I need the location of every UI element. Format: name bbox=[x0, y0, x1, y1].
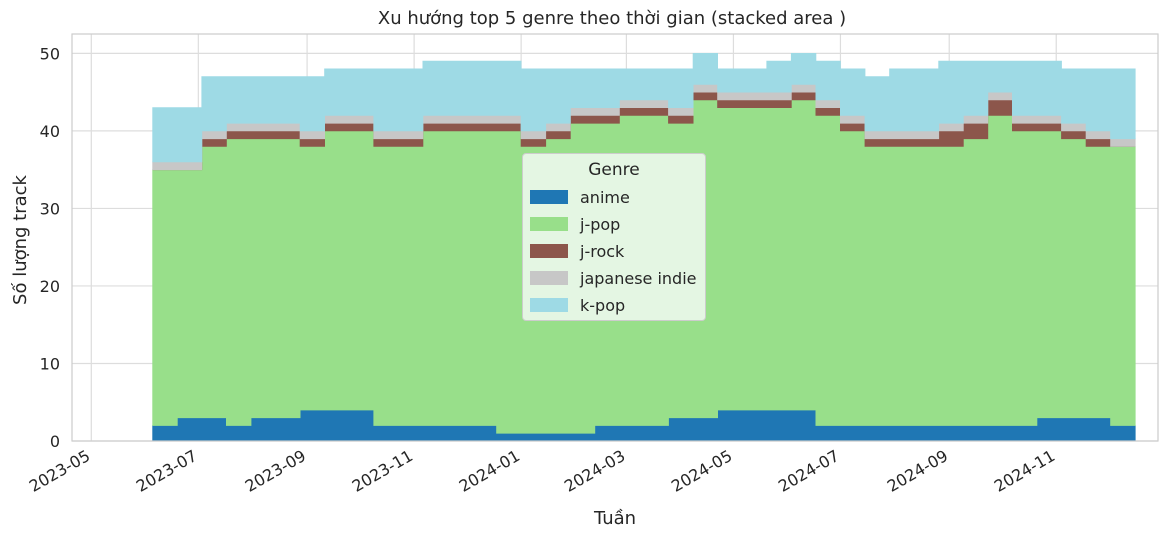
y-tick-label: 40 bbox=[40, 122, 60, 141]
y-axis-label: Số lượng track bbox=[10, 174, 31, 305]
x-axis-label: Tuần bbox=[593, 508, 636, 529]
legend-label: anime bbox=[580, 187, 630, 207]
legend-swatch bbox=[530, 217, 568, 231]
x-tick-label: 2023-05 bbox=[26, 446, 93, 496]
legend-label: japanese indie bbox=[580, 268, 697, 288]
x-tick-label: 2023-07 bbox=[133, 446, 200, 496]
plot-frame bbox=[71, 33, 1159, 442]
y-tick-label: 30 bbox=[40, 199, 60, 218]
y-tick-label: 20 bbox=[40, 277, 60, 296]
legend-item: j-pop bbox=[530, 214, 620, 234]
x-tick-label: 2023-09 bbox=[242, 446, 309, 496]
legend-item: j-rock bbox=[530, 241, 624, 261]
legend-swatch bbox=[530, 244, 568, 258]
legend-item: japanese indie bbox=[530, 268, 697, 288]
x-tick-label: 2023-11 bbox=[349, 446, 416, 496]
legend-swatch bbox=[530, 190, 568, 204]
x-tick-label: 2024-09 bbox=[884, 446, 951, 496]
legend-title: Genre bbox=[588, 160, 640, 180]
x-tick-label: 2024-11 bbox=[991, 446, 1058, 496]
legend: Genre anime j-pop j-rock japanese indie k-po… bbox=[522, 153, 706, 321]
legend-swatch bbox=[530, 271, 568, 285]
y-tick-labels: 0 10 20 30 40 50 bbox=[40, 44, 60, 451]
x-tick-label: 2024-03 bbox=[561, 446, 628, 496]
legend-label: j-rock bbox=[580, 241, 625, 261]
y-tick-label: 0 bbox=[50, 432, 60, 451]
legend-label: j-pop bbox=[580, 214, 621, 234]
x-tick-label: 2024-01 bbox=[456, 446, 523, 496]
x-tick-labels: 2023-05 2023-07 2023-09 2023-11 2024-01 2024-… bbox=[26, 446, 1058, 496]
chart-title: Xu hướng top 5 genre theo thời gian (sta… bbox=[378, 8, 846, 29]
area-k-pop bbox=[152, 53, 1136, 163]
legend-label: k-pop bbox=[580, 295, 626, 315]
y-tick-label: 50 bbox=[40, 44, 60, 63]
legend-swatch bbox=[530, 298, 568, 312]
legend-item: k-pop bbox=[530, 295, 625, 315]
y-tick-label: 10 bbox=[40, 354, 60, 373]
legend-item: anime bbox=[530, 187, 630, 207]
x-tick-label: 2024-07 bbox=[775, 446, 842, 496]
x-tick-label: 2024-05 bbox=[668, 446, 735, 496]
